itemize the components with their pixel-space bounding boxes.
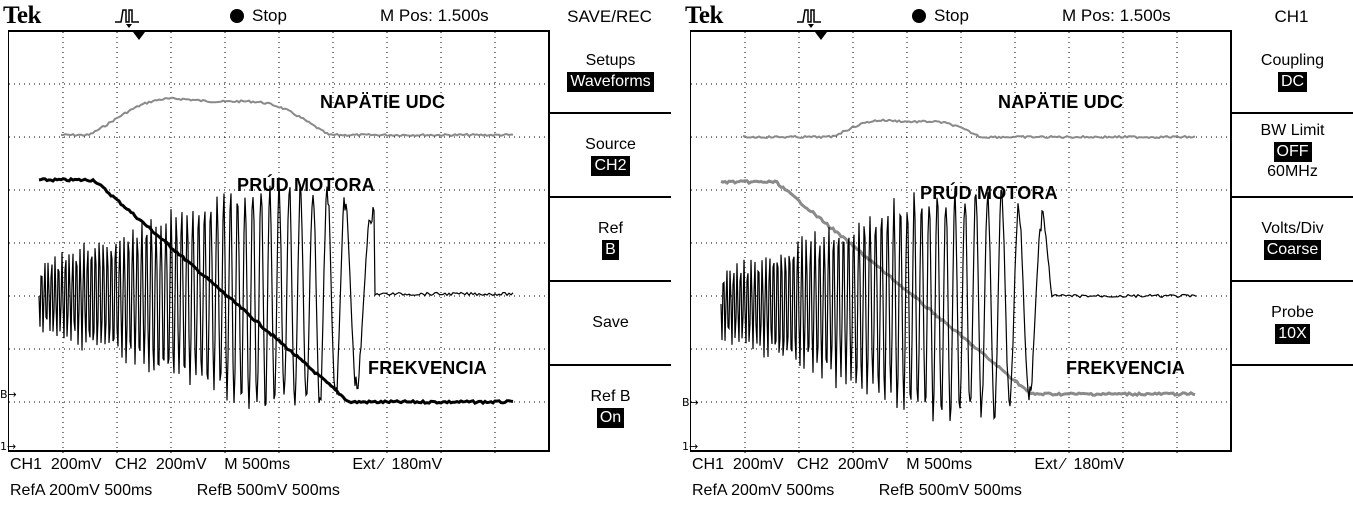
label-prud: PRÚD MOTORA bbox=[920, 183, 1058, 203]
menu-probe[interactable]: Probe 10X bbox=[1232, 282, 1353, 366]
run-state-icon bbox=[912, 9, 926, 23]
menu-ref[interactable]: Ref B bbox=[550, 198, 671, 282]
trigger-marker bbox=[815, 32, 827, 40]
run-state-icon bbox=[230, 9, 244, 23]
udc-trace bbox=[742, 118, 1196, 140]
waveform-graticule bbox=[8, 30, 549, 454]
label-udc: NAPÄTIE UDC bbox=[998, 92, 1124, 112]
channel-status: CH1 200mV CH2 200mV M 500ms Ext ⁄ 180mV bbox=[10, 456, 443, 473]
menu-title: SAVE/REC bbox=[567, 7, 652, 26]
menu-title: CH1 bbox=[1274, 7, 1309, 26]
label-frekvencia: FREKVENCIA bbox=[1066, 358, 1186, 378]
menu-setups[interactable]: Setups Waveforms bbox=[550, 30, 671, 114]
menu-extra: 60MHz bbox=[1267, 163, 1318, 180]
menu-empty[interactable] bbox=[1232, 366, 1353, 450]
trigger-icon bbox=[115, 9, 139, 28]
menu-source[interactable]: Source CH2 bbox=[550, 114, 671, 198]
scope-screen-left: Tek Stop M Pos: 1.500s SAVE/REC bbox=[0, 0, 671, 506]
menu-ref-b[interactable]: Ref B On bbox=[590, 388, 631, 428]
menu-value: DC bbox=[1277, 72, 1308, 92]
status-bar: Tek Stop M Pos: 1.500s bbox=[0, 0, 545, 30]
brand-logo: Tek bbox=[3, 2, 41, 29]
trigger-marker bbox=[133, 32, 145, 40]
graticule-svg bbox=[691, 32, 1231, 454]
run-state: Stop bbox=[934, 6, 969, 25]
status-bar: Tek Stop M Pos: 1.500s bbox=[682, 0, 1227, 30]
menu-value: Waveforms bbox=[567, 72, 654, 92]
menu-coupling[interactable]: Coupling DC bbox=[1232, 30, 1353, 114]
current-trace bbox=[720, 187, 1197, 422]
menu-volts-div[interactable]: Volts/Div Coarse bbox=[1232, 198, 1353, 282]
waveform-graticule bbox=[690, 30, 1231, 454]
reference-status: RefA 200mV 500ms RefB 500mV 500ms bbox=[692, 482, 1022, 499]
label-prud: PRÚD MOTORA bbox=[237, 175, 375, 195]
ref-b-marker: B→ bbox=[0, 388, 17, 401]
trigger-icon bbox=[797, 9, 821, 28]
brand-logo: Tek bbox=[685, 2, 723, 29]
graticule-svg bbox=[9, 32, 549, 454]
label-frekvencia: FREKVENCIA bbox=[368, 358, 488, 378]
ref-b-marker: B→ bbox=[682, 396, 699, 409]
menu-bw-limit[interactable]: BW Limit OFF 60MHz bbox=[1232, 114, 1353, 198]
ch1-marker: 1→ bbox=[682, 440, 699, 453]
run-state: Stop bbox=[252, 6, 287, 25]
current-trace bbox=[38, 178, 514, 409]
menu-save[interactable]: Save bbox=[550, 282, 671, 366]
label-udc: NAPÄTIE UDC bbox=[320, 92, 446, 112]
menu-value: On bbox=[596, 408, 625, 428]
waveform-traces bbox=[38, 96, 514, 409]
channel-status: CH1 200mV CH2 200mV M 500ms Ext ⁄ 180mV bbox=[692, 456, 1125, 473]
reference-status: RefA 200mV 500ms RefB 500mV 500ms bbox=[10, 482, 340, 499]
time-position: M Pos: 1.500s bbox=[380, 6, 489, 25]
menu-value: CH2 bbox=[591, 156, 630, 176]
ch1-marker: 1→ bbox=[0, 440, 17, 453]
menu-value: 10X bbox=[1275, 324, 1310, 344]
side-menu: Coupling DC BW Limit OFF 60MHz Volts/Div… bbox=[1230, 30, 1353, 452]
udc-trace bbox=[60, 96, 514, 138]
time-position: M Pos: 1.500s bbox=[1062, 6, 1171, 25]
menu-value: OFF bbox=[1273, 142, 1312, 162]
menu-value: Coarse bbox=[1263, 240, 1322, 260]
waveform-traces bbox=[720, 118, 1197, 422]
menu-value: B bbox=[602, 240, 619, 260]
side-menu: Setups Waveforms Source CH2 Ref B Save R… bbox=[548, 30, 671, 452]
scope-screen-right: Tek Stop M Pos: 1.500s CH1 bbox=[682, 0, 1353, 506]
